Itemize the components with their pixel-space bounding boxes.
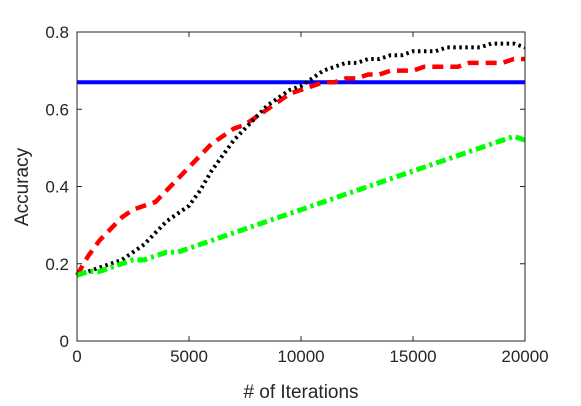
y-tick-label: 0.4 xyxy=(45,178,69,197)
y-tick-label: 0 xyxy=(60,332,69,351)
x-tick-label: 0 xyxy=(72,347,81,366)
x-tick-label: 15000 xyxy=(389,347,436,366)
y-axis-label: Accuracy xyxy=(12,147,33,226)
series-line-dashdot-green xyxy=(76,133,526,278)
y-tick-label: 0.2 xyxy=(45,255,69,274)
series-line-dashed-red xyxy=(75,56,525,277)
y-tick-label: 0.8 xyxy=(45,23,69,42)
plot-background xyxy=(77,32,525,341)
plot-area xyxy=(77,32,525,341)
x-tick-label: 5000 xyxy=(170,347,208,366)
x-tick-label: 10000 xyxy=(277,347,324,366)
series-layer xyxy=(75,41,526,278)
x-tick-label: 20000 xyxy=(501,347,548,366)
axes-layer: 0 5000 10000 15000 20000 0 0.2 0.4 0.6 0.8 xyxy=(45,23,548,366)
y-tick-label: 0.6 xyxy=(45,100,69,119)
series-line-dotted-black xyxy=(76,41,526,278)
x-axis-label: # of Iterations xyxy=(243,382,358,403)
